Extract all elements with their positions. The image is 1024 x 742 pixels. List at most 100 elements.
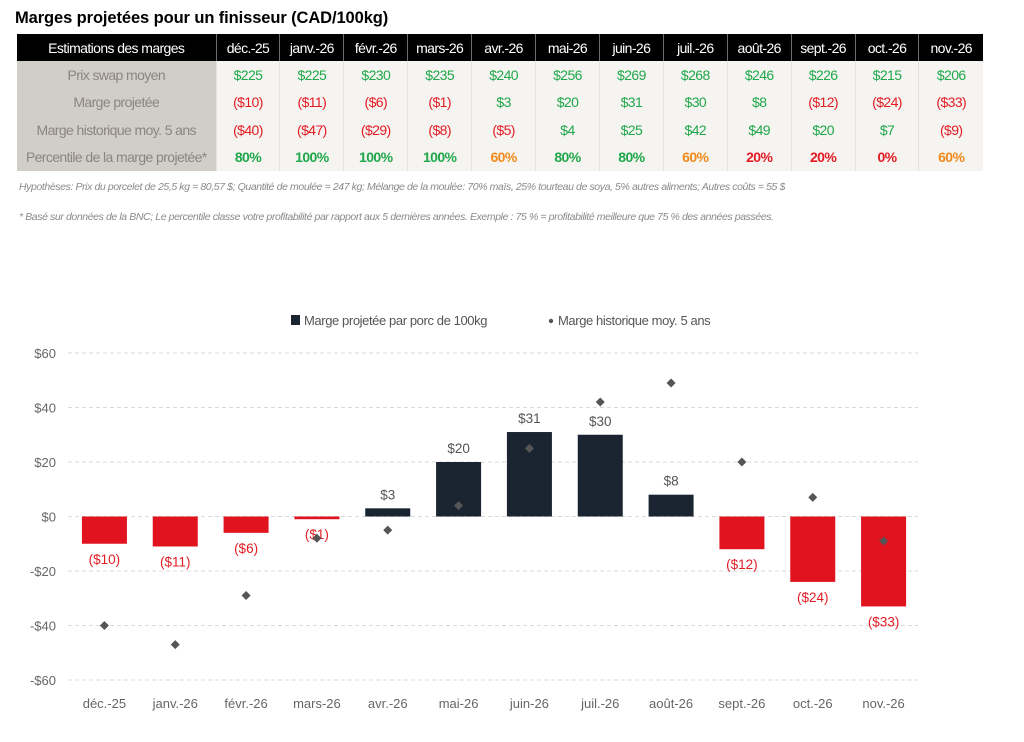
bar-data-label: ($12) (726, 557, 758, 572)
x-tick-label: oct.-26 (793, 696, 833, 711)
table-cell: $226 (791, 61, 856, 89)
table-cell: ($1) (407, 88, 473, 116)
bar-data-label: $31 (518, 411, 541, 426)
table-cell: $215 (855, 61, 920, 89)
table-header-label: Estimations des marges (17, 34, 217, 61)
table-header-row: Estimations des marges déc.-25 janv.-26 fé… (17, 34, 983, 61)
table-cell: 20% (791, 143, 856, 171)
x-tick-label: avr.-26 (368, 696, 408, 711)
y-tick-label: $20 (34, 455, 56, 470)
table-cell: $20 (791, 116, 856, 144)
table-row: Marge projetée ($10) ($11) ($6) ($1) $3 $20 $31… (17, 88, 983, 116)
table-cell: $3 (471, 88, 537, 116)
table-cell: $256 (535, 61, 600, 89)
x-tick-label: mai-26 (439, 696, 479, 711)
historical-diamond (312, 533, 322, 543)
table-row: Percentile de la marge projetée* 80% 100% 1… (17, 143, 983, 171)
table-cell: 60% (663, 143, 728, 171)
table-cell: 100% (407, 143, 473, 171)
table-header-month: janv.-26 (279, 34, 345, 61)
footnote: * Basé sur données de la BNC; Le percent… (19, 211, 774, 223)
historical-diamond (879, 536, 889, 546)
bar (577, 434, 623, 517)
historical-diamond (241, 591, 251, 601)
table-row: Marge historique moy. 5 ans ($40) ($47) ($2… (17, 116, 983, 144)
chart-grid (68, 352, 918, 681)
legend-bar-label: Marge projetée par porc de 100kg (304, 313, 487, 328)
table-header-month: avr.-26 (471, 34, 537, 61)
bar (719, 516, 765, 550)
table-header-month: févr.-26 (343, 34, 409, 61)
table-cell: 80% (535, 143, 600, 171)
margins-table: Estimations des marges déc.-25 janv.-26 fé… (17, 34, 983, 171)
table-cell: ($24) (855, 88, 920, 116)
table-cell: 20% (727, 143, 792, 171)
table-row: Prix swap moyen $225 $225 $230 $235 $240 $256 $… (17, 61, 983, 89)
table-cell: $8 (727, 88, 792, 116)
y-tick-label: $60 (34, 346, 56, 361)
x-tick-label: juil.-26 (580, 696, 619, 711)
table-header-month: août-26 (727, 34, 792, 61)
bar-data-label: ($11) (160, 554, 191, 569)
legend-diamond-swatch (548, 318, 554, 324)
x-tick-label: janv.-26 (152, 696, 198, 711)
table-header-month: juin-26 (599, 34, 664, 61)
table-cell: $206 (918, 61, 983, 89)
x-tick-label: mars-26 (293, 696, 341, 711)
y-tick-label: -$60 (30, 673, 56, 688)
table-cell: $25 (599, 116, 664, 144)
table-cell: ($40) (216, 116, 281, 144)
table-cell: $42 (663, 116, 728, 144)
page-title: Marges projetées pour un finisseur (CAD/… (15, 9, 389, 27)
table-cell: $235 (407, 61, 473, 89)
table-cell: $20 (535, 88, 600, 116)
legend-diamond-label: Marge historique moy. 5 ans (558, 313, 711, 328)
historical-diamond (454, 501, 464, 511)
table-cell: $225 (216, 61, 281, 89)
bar (152, 516, 198, 547)
x-tick-label: août-26 (649, 696, 693, 711)
table-cell: 80% (216, 143, 281, 171)
table-cell: 0% (855, 143, 920, 171)
table-cell: ($10) (216, 88, 281, 116)
table-cell: ($33) (918, 88, 983, 116)
bars (81, 432, 907, 607)
historical-diamond (808, 492, 818, 502)
table-body: Prix swap moyen $225 $225 $230 $235 $240 $256 $… (17, 61, 983, 171)
table-cell: ($5) (471, 116, 537, 144)
bar-data-label: $30 (589, 414, 612, 429)
table-cell: ($47) (279, 116, 345, 144)
table-cell: $49 (727, 116, 792, 144)
table-cell: $4 (535, 116, 600, 144)
historical-diamond (666, 378, 676, 388)
y-tick-label: -$20 (30, 564, 56, 579)
historical-diamond (99, 621, 109, 630)
table-header-month: juil.-26 (663, 34, 728, 61)
x-tick-label: déc.-25 (83, 696, 126, 711)
bar (648, 494, 694, 517)
row-label: Prix swap moyen (17, 61, 217, 89)
x-axis: déc.-25 janv.-26 févr.-26 mars-26 avr.-26 mai… (83, 696, 905, 711)
row-label: Marge historique moy. 5 ans (17, 116, 217, 144)
chart-legend: Marge projetée par porc de 100kg Marge h… (291, 313, 712, 328)
table-cell: 100% (343, 143, 409, 171)
table-cell: ($12) (791, 88, 856, 116)
x-tick-label: juin-26 (509, 696, 549, 711)
table-cell: 60% (918, 143, 983, 171)
table-cell: ($9) (918, 116, 983, 144)
bar-data-label: ($10) (89, 552, 121, 567)
historical-diamond (383, 525, 393, 535)
bar-data-label: $20 (447, 441, 470, 456)
table-cell: $31 (599, 88, 664, 116)
row-label: Percentile de la marge projetée* (17, 143, 217, 171)
table-cell: $268 (663, 61, 728, 89)
bar-data-label: $8 (664, 474, 679, 489)
bar (365, 508, 411, 517)
bar-data-label: ($24) (797, 590, 829, 605)
bar (790, 516, 836, 582)
table-cell: ($8) (407, 116, 473, 144)
legend-bar-swatch (291, 315, 300, 325)
margin-chart: Marge projetée par porc de 100kg Marge h… (30, 313, 918, 711)
table-header-month: nov.-26 (918, 34, 983, 61)
bar-data-label: $3 (380, 487, 395, 502)
